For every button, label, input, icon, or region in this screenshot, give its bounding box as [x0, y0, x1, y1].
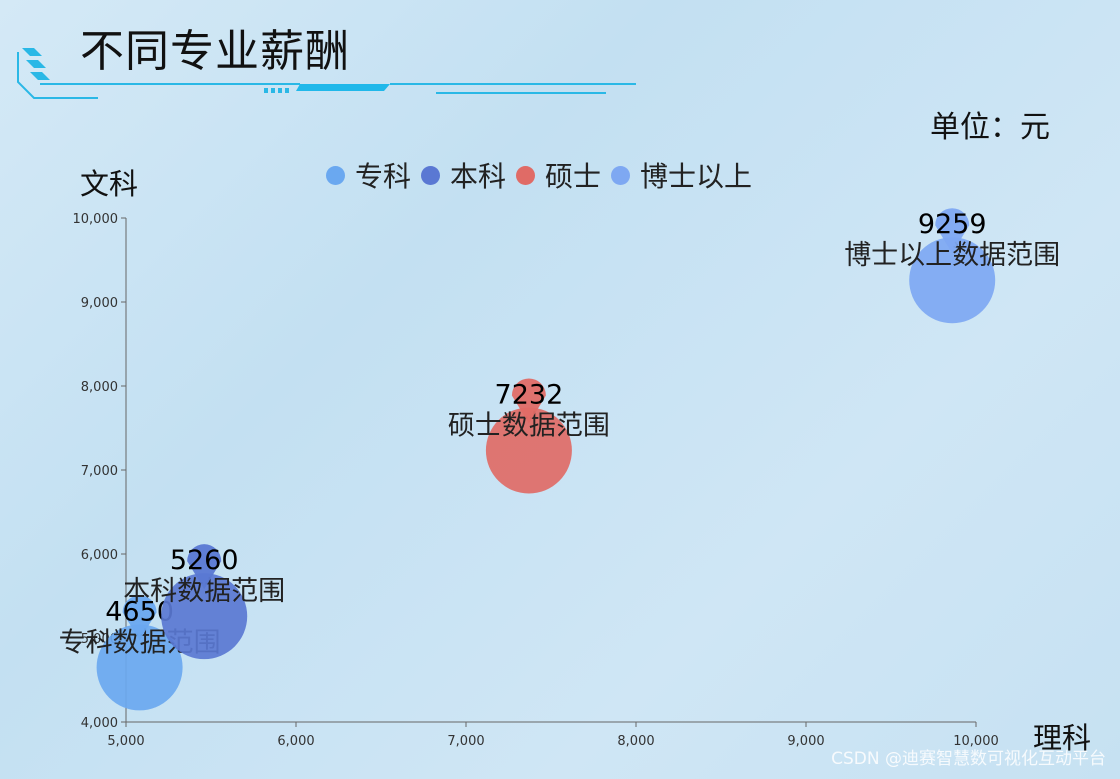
title-decoration: [17, 48, 636, 99]
legend-label: 硕士: [545, 160, 602, 193]
legend-dot-icon: [326, 165, 345, 185]
chart-legend: 专科 本科 硕士 博士以上: [326, 155, 762, 195]
x-tick-label: 6,000: [277, 734, 314, 749]
bubble-point: [96, 624, 183, 711]
y-tick-label: 9,000: [81, 296, 118, 311]
bubble-point: [485, 407, 572, 494]
pin-marker: [187, 544, 222, 590]
x-tick-label: 8,000: [617, 734, 654, 749]
bubble-point: [909, 237, 996, 324]
legend-item-boshi[interactable]: 博士以上: [611, 155, 752, 195]
legend-item-benke[interactable]: 本科: [421, 155, 506, 195]
pin-marker: [122, 595, 157, 641]
legend-dot-icon: [611, 165, 631, 185]
pin-marker: [935, 208, 970, 254]
x-tick-label: 10,000: [953, 734, 999, 749]
legend-item-zhuanke[interactable]: 专科: [326, 155, 411, 195]
bubble-value-label: 7232: [495, 380, 564, 411]
bubble-value-label: 9259: [918, 209, 987, 240]
legend-item-shuoshi[interactable]: 硕士: [516, 155, 601, 195]
x-tick-label: 7,000: [447, 734, 484, 749]
legend-label: 专科: [355, 160, 412, 193]
watermark: CSDN @迪赛智慧数可视化互动平台: [831, 749, 1106, 769]
y-axis-title: 文科: [80, 167, 138, 201]
y-tick-label: 7,000: [81, 464, 118, 479]
x-axis-title: 理科: [1033, 721, 1091, 755]
x-tick-label: 9,000: [787, 734, 824, 749]
y-tick-label: 6,000: [81, 548, 118, 563]
y-tick-label: 4,000: [81, 716, 118, 731]
bubble-value-label: 5260: [170, 545, 239, 576]
legend-label: 本科: [450, 160, 507, 193]
bubble-point: [161, 573, 248, 660]
legend-dot-icon: [421, 165, 441, 185]
page-title: 不同专业薪酬: [80, 26, 350, 77]
y-tick-label: 8,000: [81, 380, 118, 395]
legend-label: 博士以上: [640, 160, 753, 193]
pin-marker: [511, 378, 546, 424]
unit-label: 单位：元: [930, 110, 1050, 145]
legend-dot-icon: [516, 165, 536, 185]
y-tick-label: 10,000: [73, 212, 119, 227]
x-tick-label: 5,000: [107, 734, 144, 749]
